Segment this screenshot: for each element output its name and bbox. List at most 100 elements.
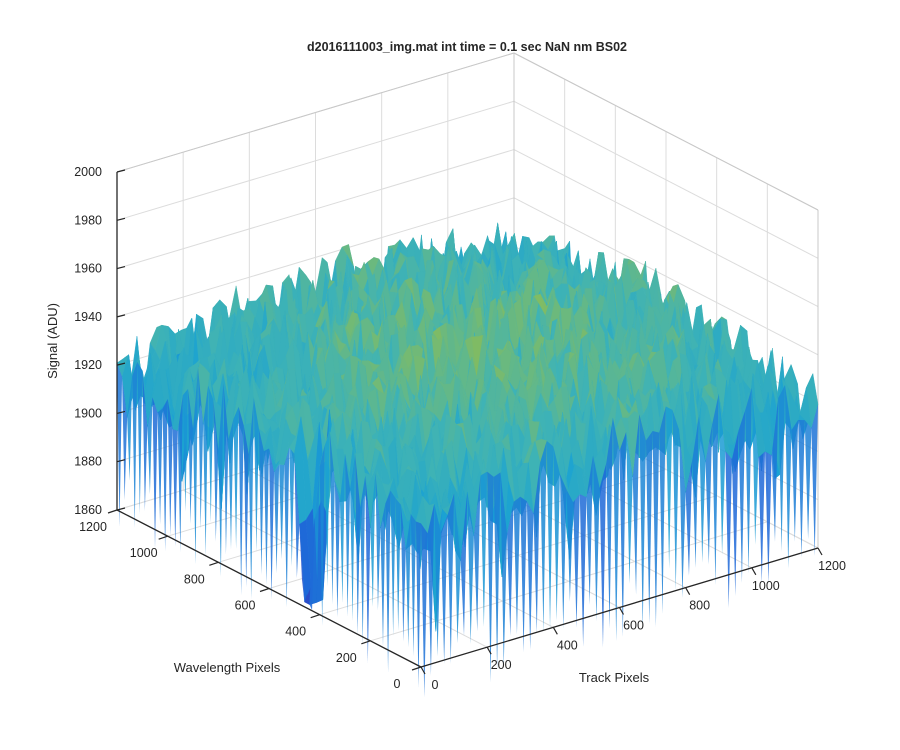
surface-front-spike xyxy=(493,472,501,670)
z-tick-label: 1860 xyxy=(74,503,102,517)
grid-line-z-back xyxy=(116,149,515,270)
surface-side-spike xyxy=(193,367,199,565)
surface-side-spike xyxy=(162,399,168,552)
y-tick-label: 200 xyxy=(336,651,357,665)
surface-side-spike xyxy=(279,464,285,560)
surface-front-spike xyxy=(672,409,680,591)
z-tick xyxy=(116,314,126,318)
surface-front-spike xyxy=(526,501,534,650)
surface-front-spike xyxy=(480,471,488,627)
surface-side-spike xyxy=(187,389,193,524)
surface-front-spike xyxy=(771,397,779,542)
box-edge xyxy=(513,52,819,211)
surface-side-spike xyxy=(213,399,219,542)
surface-side-spike xyxy=(182,389,188,512)
z-tick xyxy=(116,169,126,173)
x-tick-label: 800 xyxy=(689,599,710,613)
surface-side-spike xyxy=(127,375,133,481)
surface-side-spike xyxy=(228,418,234,550)
surface-side-spike xyxy=(263,448,269,585)
surface-side-spike xyxy=(172,429,178,547)
x-axis-label: Track Pixels xyxy=(579,670,650,685)
surface-front-spike xyxy=(705,424,713,565)
surface-front-spike xyxy=(619,432,627,637)
y-tick xyxy=(411,666,422,671)
z-tick xyxy=(116,265,126,270)
surface-front-spike xyxy=(745,387,752,574)
tick-labels: 0 200 400 600 800 1000 1200 0 200 400 600 800 1000 12… xyxy=(74,165,846,692)
surface-side-spike xyxy=(117,362,123,527)
surface-side-spike xyxy=(233,406,239,550)
grid-line-z-side xyxy=(513,197,819,356)
x-tick-label: 0 xyxy=(432,678,439,692)
surface-side-spike xyxy=(395,498,401,631)
x-tick-label: 600 xyxy=(623,619,644,633)
surface-side-spike xyxy=(299,524,305,602)
x-tick-label: 400 xyxy=(557,638,578,652)
surface-front-spike xyxy=(652,430,660,628)
surface-front-spike xyxy=(427,503,435,676)
surface-side-spike xyxy=(329,431,335,605)
surface-side-spike xyxy=(142,370,148,511)
y-tick-label: 1000 xyxy=(130,546,158,560)
surface-side-spike xyxy=(324,431,330,587)
y-tick-label: 1200 xyxy=(79,520,107,534)
surface-front-spike xyxy=(566,489,574,602)
surface-side-spike xyxy=(269,448,275,600)
z-tick-label: 1940 xyxy=(74,310,102,324)
y-tick xyxy=(361,640,371,645)
box-edge xyxy=(116,52,515,173)
surface-side-spike xyxy=(198,367,204,529)
surface-front-spike xyxy=(593,455,600,622)
surface-side-spike xyxy=(339,454,345,603)
surface-front-spike xyxy=(626,432,633,584)
surface-side-spike xyxy=(365,476,371,663)
surface-front-spike xyxy=(804,420,812,540)
surface-side-spike xyxy=(400,504,406,642)
y-tick xyxy=(310,614,320,619)
surface-side-spike xyxy=(218,382,224,577)
y-tick-label: 400 xyxy=(285,625,306,639)
surface-mesh xyxy=(116,222,819,698)
surface-side-spike xyxy=(304,593,310,605)
surface-front-spike xyxy=(440,515,448,664)
y-tick xyxy=(259,587,270,593)
surface-front-spike xyxy=(712,393,719,586)
y-tick xyxy=(158,535,168,540)
surface-side-spike xyxy=(167,399,173,536)
surface-side-spike xyxy=(137,362,143,514)
surface-front-spike xyxy=(645,430,653,624)
surface-front-spike xyxy=(738,410,746,583)
z-tick xyxy=(116,362,126,366)
y-tick xyxy=(209,561,219,566)
surface-side-spike xyxy=(258,428,264,575)
x-tick-label: 1200 xyxy=(818,559,846,573)
surface-front-spike xyxy=(540,440,547,633)
surface-side-spike xyxy=(294,453,300,579)
surface-side-spike xyxy=(390,490,396,636)
surface-front-spike xyxy=(798,419,805,558)
x-tick xyxy=(420,666,426,675)
surface-side-spike xyxy=(253,397,259,552)
surface-side-spike xyxy=(410,514,416,656)
surface-side-spike xyxy=(248,397,254,599)
surface-side-spike xyxy=(274,464,280,574)
axes xyxy=(107,169,823,675)
surface-side-spike xyxy=(380,503,386,647)
surface-front-spike xyxy=(811,404,818,556)
surface-front-spike xyxy=(553,446,560,621)
surface-side-spike xyxy=(122,376,128,501)
surface-front-spike xyxy=(447,493,455,664)
surface-side-spike xyxy=(405,514,411,648)
y-tick-label: 800 xyxy=(184,572,205,586)
surface-front-spike xyxy=(460,492,468,636)
y-axis-label: Wavelength Pixels xyxy=(174,660,281,675)
surface-front-spike xyxy=(546,440,554,629)
surface-front-spike xyxy=(421,523,428,698)
surface-front-spike xyxy=(586,455,594,605)
surface-side-spike xyxy=(385,490,391,673)
surface-side-spike xyxy=(203,385,209,556)
surface-side-spike xyxy=(415,521,421,688)
surface-front-spike xyxy=(679,429,686,598)
